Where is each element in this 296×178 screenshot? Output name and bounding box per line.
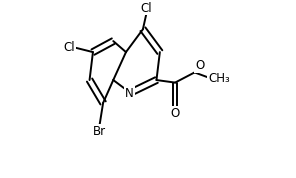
Text: Br: Br bbox=[93, 125, 106, 138]
Text: Cl: Cl bbox=[64, 41, 75, 54]
Text: O: O bbox=[195, 59, 204, 72]
Text: Cl: Cl bbox=[141, 2, 152, 15]
Text: CH₃: CH₃ bbox=[208, 72, 230, 85]
Text: O: O bbox=[170, 108, 180, 121]
Text: N: N bbox=[125, 87, 134, 100]
